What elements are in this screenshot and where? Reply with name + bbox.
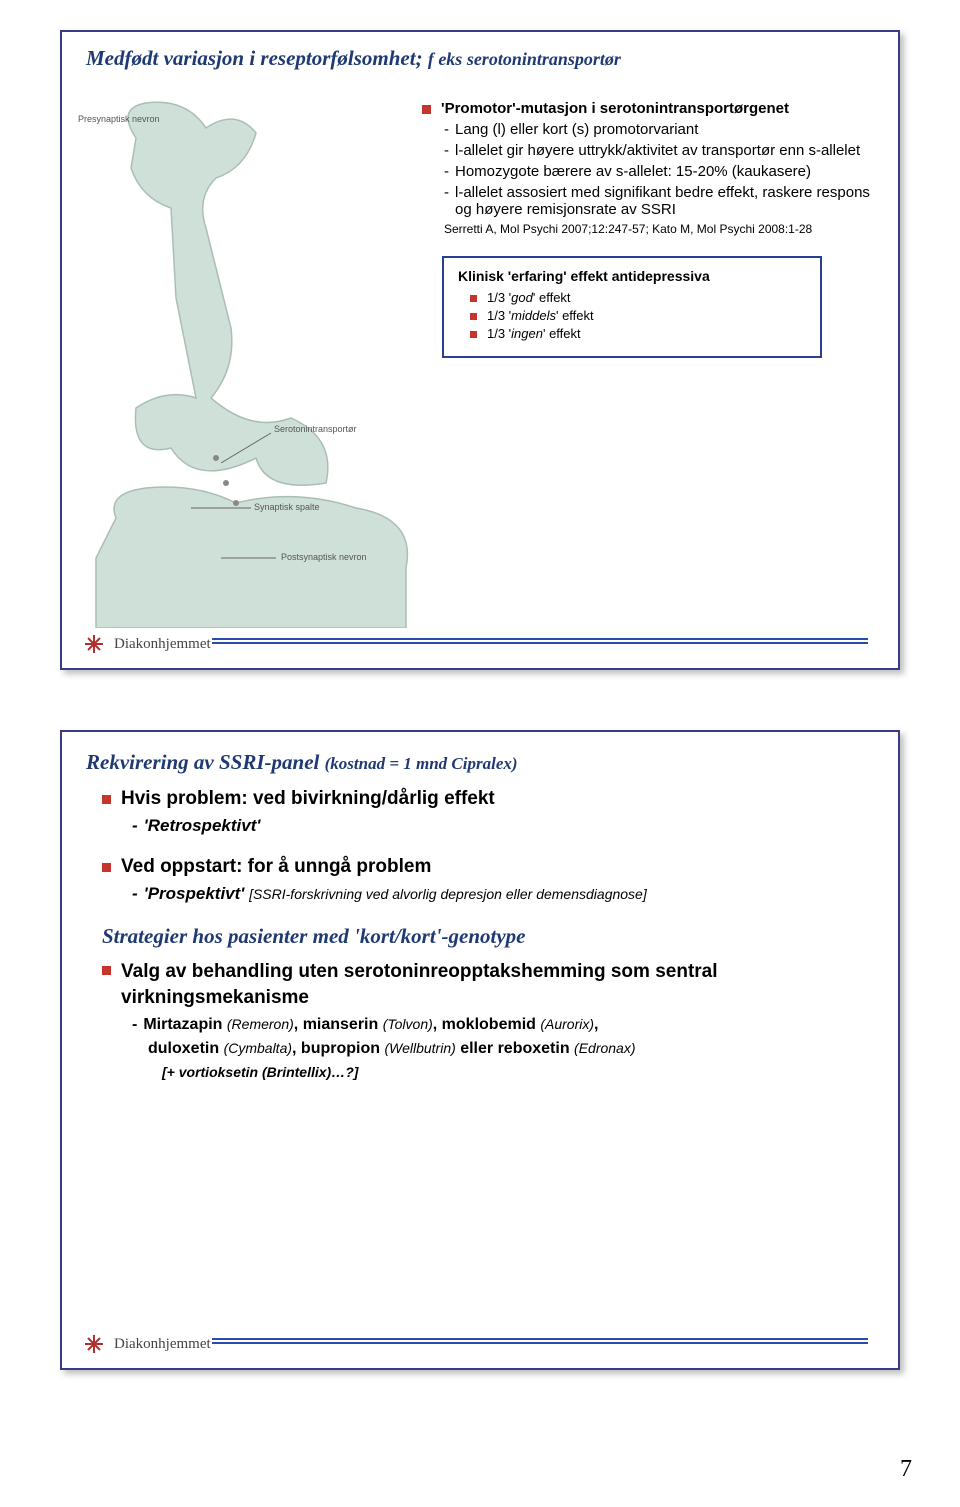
slide2-bullet-1: Hvis problem: ved bivirkning/dårlig effe… (102, 788, 858, 810)
cross-icon (82, 1332, 106, 1356)
slide2-title: Rekvirering av SSRI-panel (kostnad = 1 m… (86, 750, 874, 775)
label-transporter: Serotonintransportør (274, 424, 357, 434)
bullet-square-icon (102, 966, 111, 975)
bullet-square-icon (102, 795, 111, 804)
cross-icon (82, 632, 106, 656)
slide1-title: Medfødt variasjon i reseptorfølsomhet; f… (86, 46, 874, 71)
footer-logo-2: Diakonhjemmet (82, 1332, 211, 1356)
slide2-section-title: Strategier hos pasienter med 'kort/kort'… (102, 924, 858, 949)
slide2-drugs-line1: - Mirtazapin (Remeron), mianserin (Tolvo… (132, 1016, 858, 1034)
bullet-square-icon (470, 313, 477, 320)
bullet-square-icon (470, 295, 477, 302)
slide2-body: Hvis problem: ved bivirkning/dårlig effe… (102, 788, 858, 1080)
bullet-square-icon (422, 105, 431, 114)
label-presynaptic: Presynaptisk nevron (78, 114, 160, 124)
logo-text: Diakonhjemmet (114, 1336, 211, 1353)
slide1-title-main: Medfødt variasjon i reseptorfølsomhet; (86, 46, 428, 70)
neuron-svg (76, 88, 436, 628)
slide1-sub4: -l-allelet assosiert med signifikant bed… (444, 184, 874, 218)
slide1-content: 'Promotor'-mutasjon i serotonintransport… (422, 100, 874, 358)
slide2-title-main: Rekvirering av SSRI-panel (86, 750, 325, 774)
bullet-square-icon (470, 331, 477, 338)
slide2-sub-1: -'Retrospektivt' (132, 816, 858, 836)
slide2-extra: [+ vortioksetin (Brintellix)…?] (162, 1064, 858, 1080)
slide1-main-text: 'Promotor'-mutasjon i serotonintransport… (441, 100, 789, 117)
footer-logo-1: Diakonhjemmet (82, 632, 211, 656)
slide2-title-paren: (kostnad = 1 mnd Cipralex) (325, 754, 518, 773)
neuron-diagram: Presynaptisk nevron Serotonintransportør… (76, 88, 436, 628)
slide2-bullet-3: Valg av behandling uten serotoninreoppta… (102, 959, 858, 1010)
slide1-sub3: -Homozygote bærere av s-allelet: 15-20% … (444, 163, 874, 180)
box-item-2: 1/3 'middels' effekt (470, 308, 806, 323)
slide1-sub1: -Lang (l) eller kort (s) promotorvariant (444, 121, 874, 138)
box-item-3: 1/3 'ingen' effekt (470, 326, 806, 341)
page: Medfødt variasjon i reseptorfølsomhet; f… (0, 0, 960, 1507)
footer-rule (212, 1338, 868, 1342)
slide1-title-sub: f eks serotonintransportør (428, 49, 621, 69)
slide-2: Rekvirering av SSRI-panel (kostnad = 1 m… (60, 730, 900, 1370)
slide1-reference: Serretti A, Mol Psychi 2007;12:247-57; K… (444, 222, 874, 236)
slide2-bullet-2: Ved oppstart: for å unngå problem (102, 856, 858, 878)
label-cleft: Synaptisk spalte (254, 502, 320, 512)
label-postsynaptic: Postsynaptisk nevron (281, 552, 367, 562)
slide1-sub2: -l-allelet gir høyere uttrykk/aktivitet … (444, 142, 874, 159)
footer-rule (212, 638, 868, 642)
slide1-bullet-main: 'Promotor'-mutasjon i serotonintransport… (422, 100, 874, 117)
bullet-square-icon (102, 863, 111, 872)
box-item-1: 1/3 'god' effekt (470, 290, 806, 305)
page-number: 7 (900, 1456, 912, 1483)
slide2-sub-2: - 'Prospektivt' [SSRI-forskrivning ved a… (132, 884, 858, 904)
clinical-experience-box: Klinisk 'erfaring' effekt antidepressiva… (442, 256, 822, 358)
logo-text: Diakonhjemmet (114, 636, 211, 653)
box-title: Klinisk 'erfaring' effekt antidepressiva (458, 268, 806, 284)
slide2-drugs-line2: duloxetin (Cymbalta), bupropion (Wellbut… (148, 1040, 858, 1058)
slide-1: Medfødt variasjon i reseptorfølsomhet; f… (60, 30, 900, 670)
